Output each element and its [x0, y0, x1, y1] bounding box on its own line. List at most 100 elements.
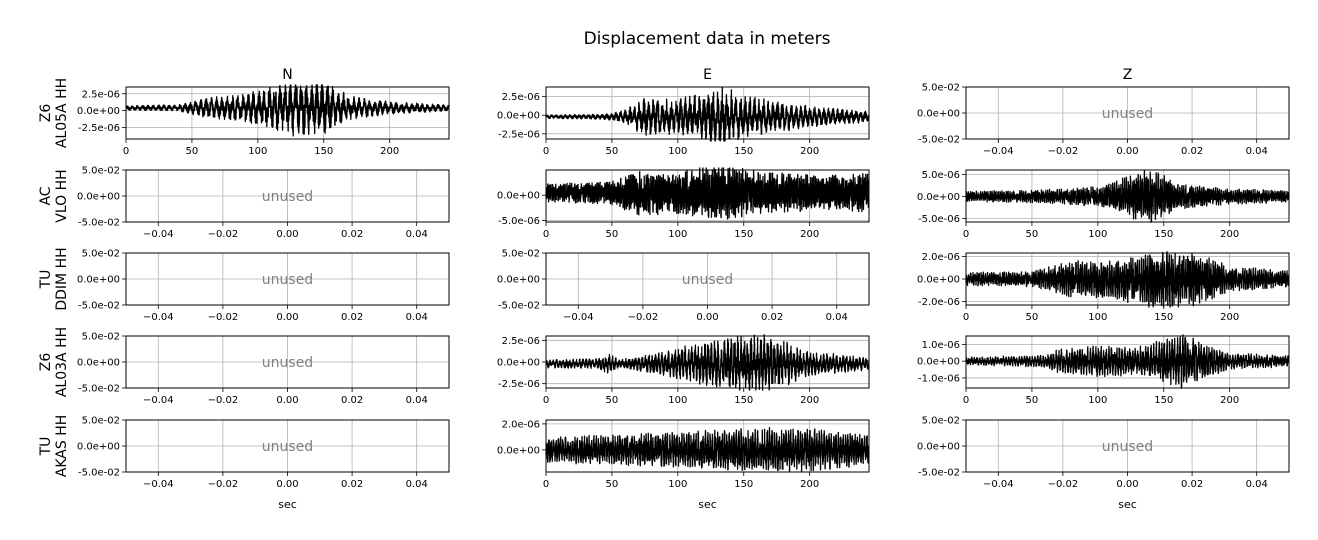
- y-tick-label: 5.0e-02: [82, 332, 120, 343]
- row-label-network: Z6: [38, 104, 54, 123]
- x-tick-label: 50: [1026, 312, 1039, 323]
- x-tick-label: −0.02: [628, 312, 659, 323]
- row-label-station: AL03A HH: [54, 327, 70, 397]
- panel-frame: [125, 252, 450, 306]
- x-tick-label: 100: [668, 395, 687, 406]
- x-tick-label: 0.02: [341, 395, 363, 406]
- panel-frame: [965, 419, 1290, 473]
- x-tick-label: −0.04: [983, 479, 1014, 490]
- x-tick-label: 0: [963, 229, 969, 240]
- x-tick-label: 0.04: [406, 395, 428, 406]
- x-tick-label: 0.04: [1246, 479, 1268, 490]
- y-tick-label: -5.0e-02: [78, 384, 120, 395]
- waveform-trace: [545, 426, 870, 473]
- y-tick-label: 0.0e+00: [77, 192, 120, 203]
- x-tick-label: 100: [668, 229, 687, 240]
- x-tick-label: −0.04: [143, 395, 174, 406]
- y-tick-label: 0.0e+00: [917, 109, 960, 120]
- waveform-trace: [545, 334, 870, 391]
- unused-label: unused: [262, 355, 313, 371]
- panel-frame: [965, 252, 1290, 306]
- y-tick-label: -5.0e-02: [498, 301, 540, 312]
- unused-label: unused: [262, 439, 313, 455]
- unused-label: unused: [262, 272, 313, 288]
- x-tick-label: −0.02: [1048, 146, 1079, 157]
- y-tick-label: -5.0e-06: [498, 216, 540, 227]
- panel-r0-c2: −0.04 −0.02 0.00 0.02 0.04 5.0e-02 0.0e+00 -5.0…: [917, 83, 1290, 157]
- row-label-station: AKAS HH: [54, 415, 70, 477]
- x-tick-label: 200: [800, 146, 819, 157]
- row-label-network: AC: [38, 186, 54, 205]
- x-tick-label: 0.02: [341, 229, 363, 240]
- y-tick-label: 1.0e-06: [922, 340, 960, 351]
- panel-frame: [545, 86, 870, 140]
- panel-r2-c1: −0.04 −0.02 0.00 0.02 0.04 5.0e-02 0.0e+00 -5.0…: [497, 249, 870, 323]
- y-tick-label: 5.0e-02: [82, 166, 120, 177]
- x-tick-label: 0.04: [406, 312, 428, 323]
- unused-label: unused: [1102, 439, 1153, 455]
- x-tick-label: −0.02: [208, 229, 239, 240]
- x-tick-label: 0.02: [1181, 146, 1203, 157]
- y-tick-label: 5.0e-02: [922, 83, 960, 94]
- x-tick-label: −0.02: [1048, 479, 1079, 490]
- x-tick-label: 0.04: [406, 479, 428, 490]
- x-tick-label: 50: [606, 395, 619, 406]
- row-label-2: TU DDIM HH: [38, 247, 70, 310]
- row-label-0: Z6 AL05A HH: [38, 78, 70, 148]
- y-tick-label: 0.0e+00: [497, 445, 540, 456]
- x-tick-label: 150: [1154, 312, 1173, 323]
- x-tick-label: 0.04: [1246, 146, 1268, 157]
- y-tick-label: 0.0e+00: [917, 357, 960, 368]
- x-tick-label: 150: [1154, 395, 1173, 406]
- x-tick-label: 0: [543, 146, 549, 157]
- x-tick-label: 100: [1088, 312, 1107, 323]
- panel-r4-c1: 0 50 100 150 200 2.0e-06 0.0e+00 sec: [497, 419, 870, 511]
- unused-label: unused: [1102, 106, 1153, 122]
- x-tick-label: −0.02: [208, 312, 239, 323]
- waveform-trace: [125, 84, 450, 137]
- waveform-trace: [545, 86, 870, 142]
- x-tick-label: 0: [123, 146, 129, 157]
- y-tick-label: 5.0e-02: [82, 416, 120, 427]
- x-tick-label: 0.04: [826, 312, 848, 323]
- y-tick-label: 2.0e-06: [922, 252, 960, 263]
- panel-frame: [125, 169, 450, 223]
- x-tick-label: −0.04: [143, 229, 174, 240]
- y-tick-label: -2.0e-06: [918, 297, 960, 308]
- panel-frame: [545, 335, 870, 389]
- x-tick-label: 0.00: [1116, 146, 1138, 157]
- x-tick-label: −0.04: [563, 312, 594, 323]
- panel-r0-c1: 0 50 100 150 200 2.5e-06 0.0e+00 -2.5e-06: [497, 86, 870, 157]
- x-tick-label: 50: [186, 146, 199, 157]
- x-axis-label: sec: [698, 498, 717, 511]
- y-tick-label: 0.0e+00: [917, 192, 960, 203]
- x-tick-label: 0.00: [276, 312, 298, 323]
- y-tick-label: -2.5e-06: [498, 129, 540, 140]
- x-axis-label: sec: [278, 498, 297, 511]
- x-tick-label: 150: [734, 229, 753, 240]
- x-tick-label: 100: [1088, 395, 1107, 406]
- x-tick-label: −0.02: [208, 395, 239, 406]
- x-axis-label: sec: [1118, 498, 1137, 511]
- column-title-e: E: [703, 67, 712, 83]
- y-tick-label: 0.0e+00: [77, 275, 120, 286]
- x-tick-label: 0.02: [1181, 479, 1203, 490]
- x-tick-label: 150: [734, 146, 753, 157]
- x-tick-label: 0.02: [761, 312, 783, 323]
- y-tick-label: 5.0e-02: [502, 249, 540, 260]
- x-tick-label: −0.04: [143, 312, 174, 323]
- x-tick-label: 0: [543, 395, 549, 406]
- x-tick-label: 50: [606, 146, 619, 157]
- x-tick-label: −0.04: [143, 479, 174, 490]
- y-tick-label: 2.0e-06: [502, 419, 540, 430]
- x-tick-label: 0: [963, 312, 969, 323]
- waveform-trace: [545, 167, 870, 220]
- x-tick-label: 0.02: [341, 479, 363, 490]
- y-tick-label: 0.0e+00: [497, 275, 540, 286]
- y-tick-label: 2.5e-06: [502, 336, 540, 347]
- column-title-z: Z: [1123, 67, 1133, 83]
- panel-frame: [125, 419, 450, 473]
- x-tick-label: 50: [1026, 229, 1039, 240]
- x-tick-label: 150: [734, 479, 753, 490]
- x-tick-label: 200: [380, 146, 399, 157]
